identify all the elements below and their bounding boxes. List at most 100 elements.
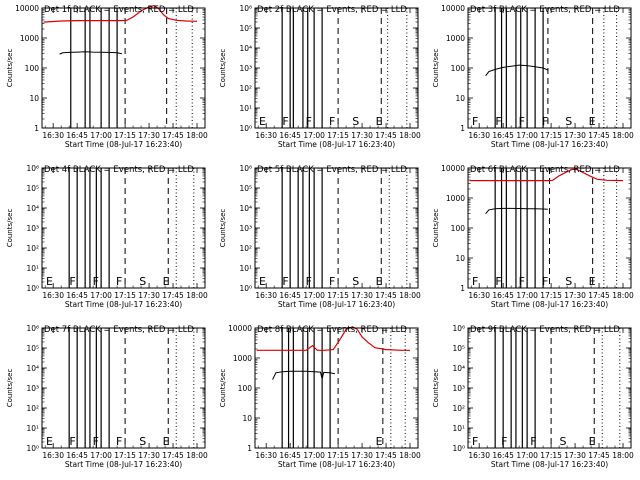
x-tick-label: 16:45: [279, 131, 301, 140]
y-tick-label: 10⁶: [26, 164, 39, 173]
events-series-line: [485, 64, 549, 77]
x-tick-label: 17:00: [90, 131, 112, 140]
x-tick-label: 17:30: [564, 291, 586, 300]
marker-label: F: [501, 435, 507, 448]
marker-label: E: [259, 115, 266, 128]
panel-title: Det 5f BLACK = Events, RED = LLD: [257, 165, 407, 175]
lld-series-line: [43, 4, 198, 23]
y-tick-label: 10⁵: [26, 344, 39, 353]
marker-label: F: [530, 435, 536, 448]
marker-label: F: [542, 275, 548, 288]
y-tick-label: 10¹: [26, 264, 39, 273]
x-tick-label: 17:15: [540, 291, 562, 300]
marker-label: E: [163, 275, 170, 288]
x-tick-label: 17:15: [327, 451, 349, 460]
x-axis-title: Start Time (08-Jul-17 16:23:40): [491, 460, 608, 469]
x-tick-label: 16:45: [492, 131, 514, 140]
panel-6: 1 10 100 1000 10000 16:30 16:45 17:00 17:15 17:30…: [432, 164, 634, 309]
y-tick-label: 10⁰: [26, 444, 39, 453]
y-axis-title: Counts/sec: [219, 209, 227, 248]
x-tick-label: 17:15: [327, 131, 349, 140]
x-tick-label: 17:15: [114, 131, 136, 140]
y-tick-label: 10²: [452, 404, 465, 413]
y-tick-label: 10³: [26, 384, 39, 393]
x-axis-title: Start Time (08-Jul-17 16:23:40): [278, 300, 395, 309]
events-series-line: [485, 207, 548, 215]
y-tick-label: 10⁰: [26, 284, 39, 293]
x-tick-label: 17:30: [351, 131, 373, 140]
marker-label: F: [495, 115, 501, 128]
x-tick-label: 17:00: [516, 291, 538, 300]
marker-label: F: [495, 275, 501, 288]
y-tick-label: 10⁰: [239, 284, 252, 293]
marker-label: E: [589, 435, 596, 448]
x-axis-title: Start Time (08-Jul-17 16:23:40): [278, 140, 395, 149]
y-tick-label: 10¹: [452, 424, 465, 433]
y-tick-label: 10⁴: [452, 364, 465, 373]
marker-label: S: [352, 275, 359, 288]
panel-4: 10⁰ 10¹ 10² 10³ 10⁴ 10⁵ 10⁶ 16:30 16:45 17:00 17:1…: [6, 164, 208, 309]
x-tick-label: 17:15: [540, 451, 562, 460]
x-tick-label: 17:30: [138, 451, 160, 460]
x-tick-label: 17:45: [162, 291, 184, 300]
lld-series-line: [469, 168, 624, 182]
marker-label: F: [116, 275, 122, 288]
x-tick-label: 17:00: [303, 291, 325, 300]
lld-series-line: [256, 326, 410, 351]
x-tick-label: 17:45: [162, 131, 184, 140]
x-tick-label: 17:45: [588, 131, 610, 140]
plot-frame: [467, 327, 632, 449]
y-tick-label: 10²: [26, 244, 39, 253]
x-axis-title: Start Time (08-Jul-17 16:23:40): [278, 460, 395, 469]
y-tick-label: 10³: [239, 224, 252, 233]
x-axis-title: Start Time (08-Jul-17 16:23:40): [65, 460, 182, 469]
x-tick-label: 17:30: [351, 451, 373, 460]
y-tick-label: 10⁵: [26, 184, 39, 193]
y-tick-label: 1000: [446, 34, 465, 43]
marker-label: E: [589, 275, 596, 288]
plot-frame: [41, 327, 206, 449]
y-tick-label: 10²: [239, 244, 252, 253]
marker-label: F: [306, 115, 312, 128]
y-axis-title: Counts/sec: [219, 369, 227, 408]
x-tick-label: 18:00: [186, 451, 208, 460]
panel-8: 1 10 100 1000 10000 16:30 16:45 17:00 17:15 17:30…: [219, 324, 421, 469]
x-tick-label: 17:00: [303, 451, 325, 460]
marker-label: F: [93, 435, 99, 448]
panel-title: Det 7f BLACK = Events, RED = LLD: [44, 325, 194, 335]
y-axis-title: Counts/sec: [6, 209, 14, 248]
panel-5: 10⁰ 10¹ 10² 10³ 10⁴ 10⁵ 10⁶ 16:30 16:45 17:00 17:1…: [219, 164, 421, 309]
x-axis-title: Start Time (08-Jul-17 16:23:40): [65, 140, 182, 149]
x-axis-title: Start Time (08-Jul-17 16:23:40): [491, 300, 608, 309]
panel-title: Det 4f BLACK = Events, RED = LLD: [44, 165, 194, 175]
y-tick-label: 10000: [228, 324, 252, 333]
plot-frame: [467, 7, 632, 129]
x-tick-label: 18:00: [612, 131, 634, 140]
x-tick-label: 17:15: [114, 291, 136, 300]
plot-frame: [41, 167, 206, 289]
y-tick-label: 10³: [452, 384, 465, 393]
marker-label: F: [282, 275, 288, 288]
marker-label: E: [589, 115, 596, 128]
y-tick-label: 10²: [239, 84, 252, 93]
x-tick-label: 16:45: [66, 291, 88, 300]
y-tick-label: 1000: [20, 34, 39, 43]
x-tick-label: 17:00: [90, 291, 112, 300]
marker-label: F: [93, 275, 99, 288]
plot-frame: [467, 167, 632, 289]
x-tick-label: 17:00: [303, 131, 325, 140]
y-axis-title: Counts/sec: [219, 49, 227, 88]
panel-title: Det 1f BLACK = Events, RED = LLD: [44, 5, 194, 15]
marker-label: F: [472, 275, 478, 288]
y-tick-label: 10⁴: [239, 204, 252, 213]
y-tick-label: 10⁶: [239, 164, 252, 173]
marker-label: S: [352, 115, 359, 128]
x-tick-label: 17:45: [375, 131, 397, 140]
y-tick-label: 10000: [441, 4, 465, 13]
x-tick-label: 17:00: [516, 451, 538, 460]
marker-label: S: [565, 115, 572, 128]
marker-label: F: [69, 275, 75, 288]
x-tick-label: 17:00: [90, 451, 112, 460]
marker-label: S: [559, 435, 566, 448]
